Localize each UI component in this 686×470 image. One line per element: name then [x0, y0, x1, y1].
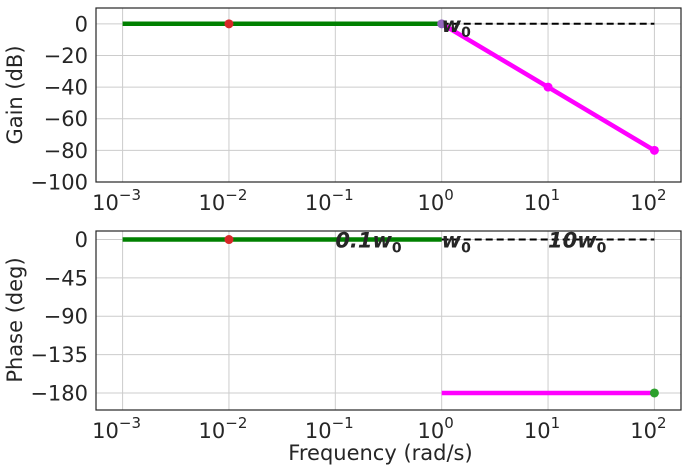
data-point	[224, 19, 234, 29]
x-tick-label: 100	[418, 414, 454, 443]
y-tick-label: −90	[44, 305, 88, 329]
frequency-annotation: w0	[442, 13, 471, 41]
data-point	[224, 235, 234, 245]
y-tick-label: −80	[44, 139, 88, 163]
axes-frame	[95, 230, 682, 411]
y-tick-label: −40	[44, 76, 88, 100]
y-tick-label: −60	[44, 107, 88, 131]
data-point	[437, 19, 447, 29]
x-tick-label: 10−2	[199, 186, 248, 215]
y-axis-label: Phase (deg)	[3, 257, 27, 382]
x-tick-label: 10−1	[305, 186, 354, 215]
y-tick-label: 0	[75, 228, 88, 252]
y-tick-label: −135	[30, 343, 88, 367]
x-tick-label: 100	[418, 186, 454, 215]
y-tick-label: −180	[30, 381, 88, 405]
x-tick-label: 10−3	[92, 414, 141, 443]
axes-frame	[95, 7, 682, 183]
x-tick-label: 10−2	[199, 414, 248, 443]
y-axis-label: Gain (dB)	[3, 45, 27, 144]
data-point	[543, 82, 553, 92]
y-tick-label: −100	[30, 171, 88, 195]
x-axis-label: Frequency (rad/s)	[288, 441, 472, 465]
data-point	[649, 145, 659, 155]
data-point	[649, 388, 659, 398]
y-tick-label: −45	[44, 266, 88, 290]
frequency-annotation: w0	[442, 229, 471, 257]
x-tick-label: 10−3	[92, 186, 141, 215]
y-tick-label: −20	[44, 44, 88, 68]
y-tick-label: 0	[75, 12, 88, 36]
frequency-annotation: 10w0	[548, 229, 607, 257]
frequency-annotation: 0.1w0	[335, 229, 402, 257]
x-tick-label: 102	[630, 186, 666, 215]
x-tick-label: 101	[524, 186, 560, 215]
x-tick-label: 102	[630, 414, 666, 443]
x-tick-label: 10−1	[305, 414, 354, 443]
x-tick-label: 101	[524, 414, 560, 443]
